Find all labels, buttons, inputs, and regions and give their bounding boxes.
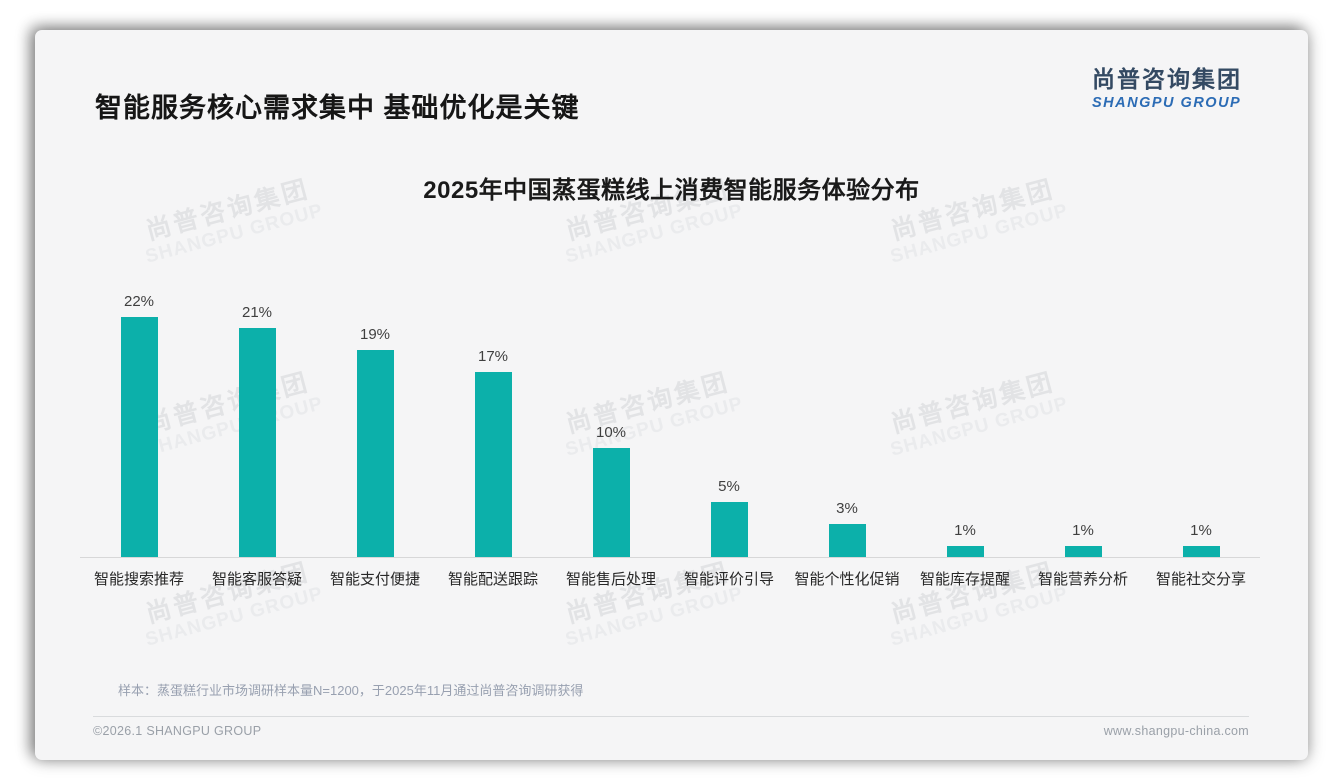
bar-group: 17%: [434, 348, 552, 557]
bar: [710, 502, 748, 557]
footer-copyright: ©2026.1 SHANGPU GROUP: [93, 724, 262, 738]
bars-row: 22% 21% 19% 17% 10% 5% 3% 1% 1% 1%: [80, 277, 1260, 557]
category-label: 智能个性化促销: [794, 571, 900, 588]
x-axis-line: [80, 557, 1260, 558]
slide-card: 尚普咨询集团 SHANGPU GROUP 尚普咨询集团 SHANGPU GROUP 尚普…: [35, 30, 1308, 760]
category-label: 智能配送跟踪: [447, 571, 538, 588]
category-label: 智能客服答疑: [211, 571, 302, 588]
bar: [474, 372, 512, 557]
bar-value-label: 19%: [359, 326, 391, 343]
bar-group: 21%: [198, 304, 316, 557]
bar-value-label: 1%: [1190, 522, 1212, 539]
category-label: 智能支付便捷: [329, 571, 420, 588]
page-title: 智能服务核心需求集中 基础优化是关键: [95, 93, 580, 123]
bar-value-label: 21%: [241, 304, 273, 321]
bar-value-label: 5%: [718, 478, 740, 495]
bar-group: 5%: [670, 478, 788, 557]
category-label: 智能评价引导: [683, 571, 774, 588]
bar: [592, 448, 630, 557]
category-label: 智能营养分析: [1037, 571, 1128, 588]
sample-note: 样本：蒸蛋糕行业市场调研样本量N=1200，于2025年11月通过尚普咨询调研获…: [118, 683, 584, 698]
bar: [238, 328, 276, 557]
bar-value-label: 1%: [1072, 522, 1094, 539]
bar-group: 1%: [1142, 522, 1260, 557]
bar-group: 22%: [80, 293, 198, 557]
bar: [120, 317, 158, 557]
chart-title: 2025年中国蒸蛋糕线上消费智能服务体验分布: [423, 177, 920, 204]
footer-divider: [93, 716, 1249, 717]
bar-group: 3%: [788, 500, 906, 557]
bar-value-label: 10%: [595, 424, 627, 441]
bar-value-label: 17%: [477, 348, 509, 365]
category-label: 智能搜索推荐: [93, 571, 184, 588]
category-label: 智能售后处理: [565, 571, 656, 588]
category-label: 智能社交分享: [1155, 571, 1246, 588]
bar: [828, 524, 866, 557]
bar: [1182, 546, 1220, 557]
bar-chart: 22% 21% 19% 17% 10% 5% 3% 1% 1% 1% 智能搜索推荐 智能客服答疑 智能…: [80, 30, 1260, 760]
footer-website: www.shangpu-china.com: [1103, 724, 1249, 738]
company-logo: 尚普咨询集团 SHANGPU GROUP: [1092, 60, 1242, 111]
category-label: 智能库存提醒: [919, 571, 1010, 588]
footer: ©2026.1 SHANGPU GROUP www.shangpu-china.…: [93, 724, 1249, 738]
bar: [1064, 546, 1102, 557]
bar-group: 1%: [906, 522, 1024, 557]
bar: [356, 350, 394, 557]
logo-cn-text: 尚普咨询集团: [1092, 66, 1242, 92]
categories-row: 智能搜索推荐 智能客服答疑 智能支付便捷 智能配送跟踪 智能售后处理 智能评价引导 智能个性…: [80, 568, 1260, 589]
bar: [946, 546, 984, 557]
bar-group: 19%: [316, 326, 434, 557]
bar-value-label: 22%: [123, 293, 155, 310]
bar-value-label: 1%: [954, 522, 976, 539]
bar-group: 10%: [552, 424, 670, 557]
bar-group: 1%: [1024, 522, 1142, 557]
logo-en-text: SHANGPU GROUP: [1092, 95, 1242, 111]
bar-value-label: 3%: [836, 500, 858, 517]
